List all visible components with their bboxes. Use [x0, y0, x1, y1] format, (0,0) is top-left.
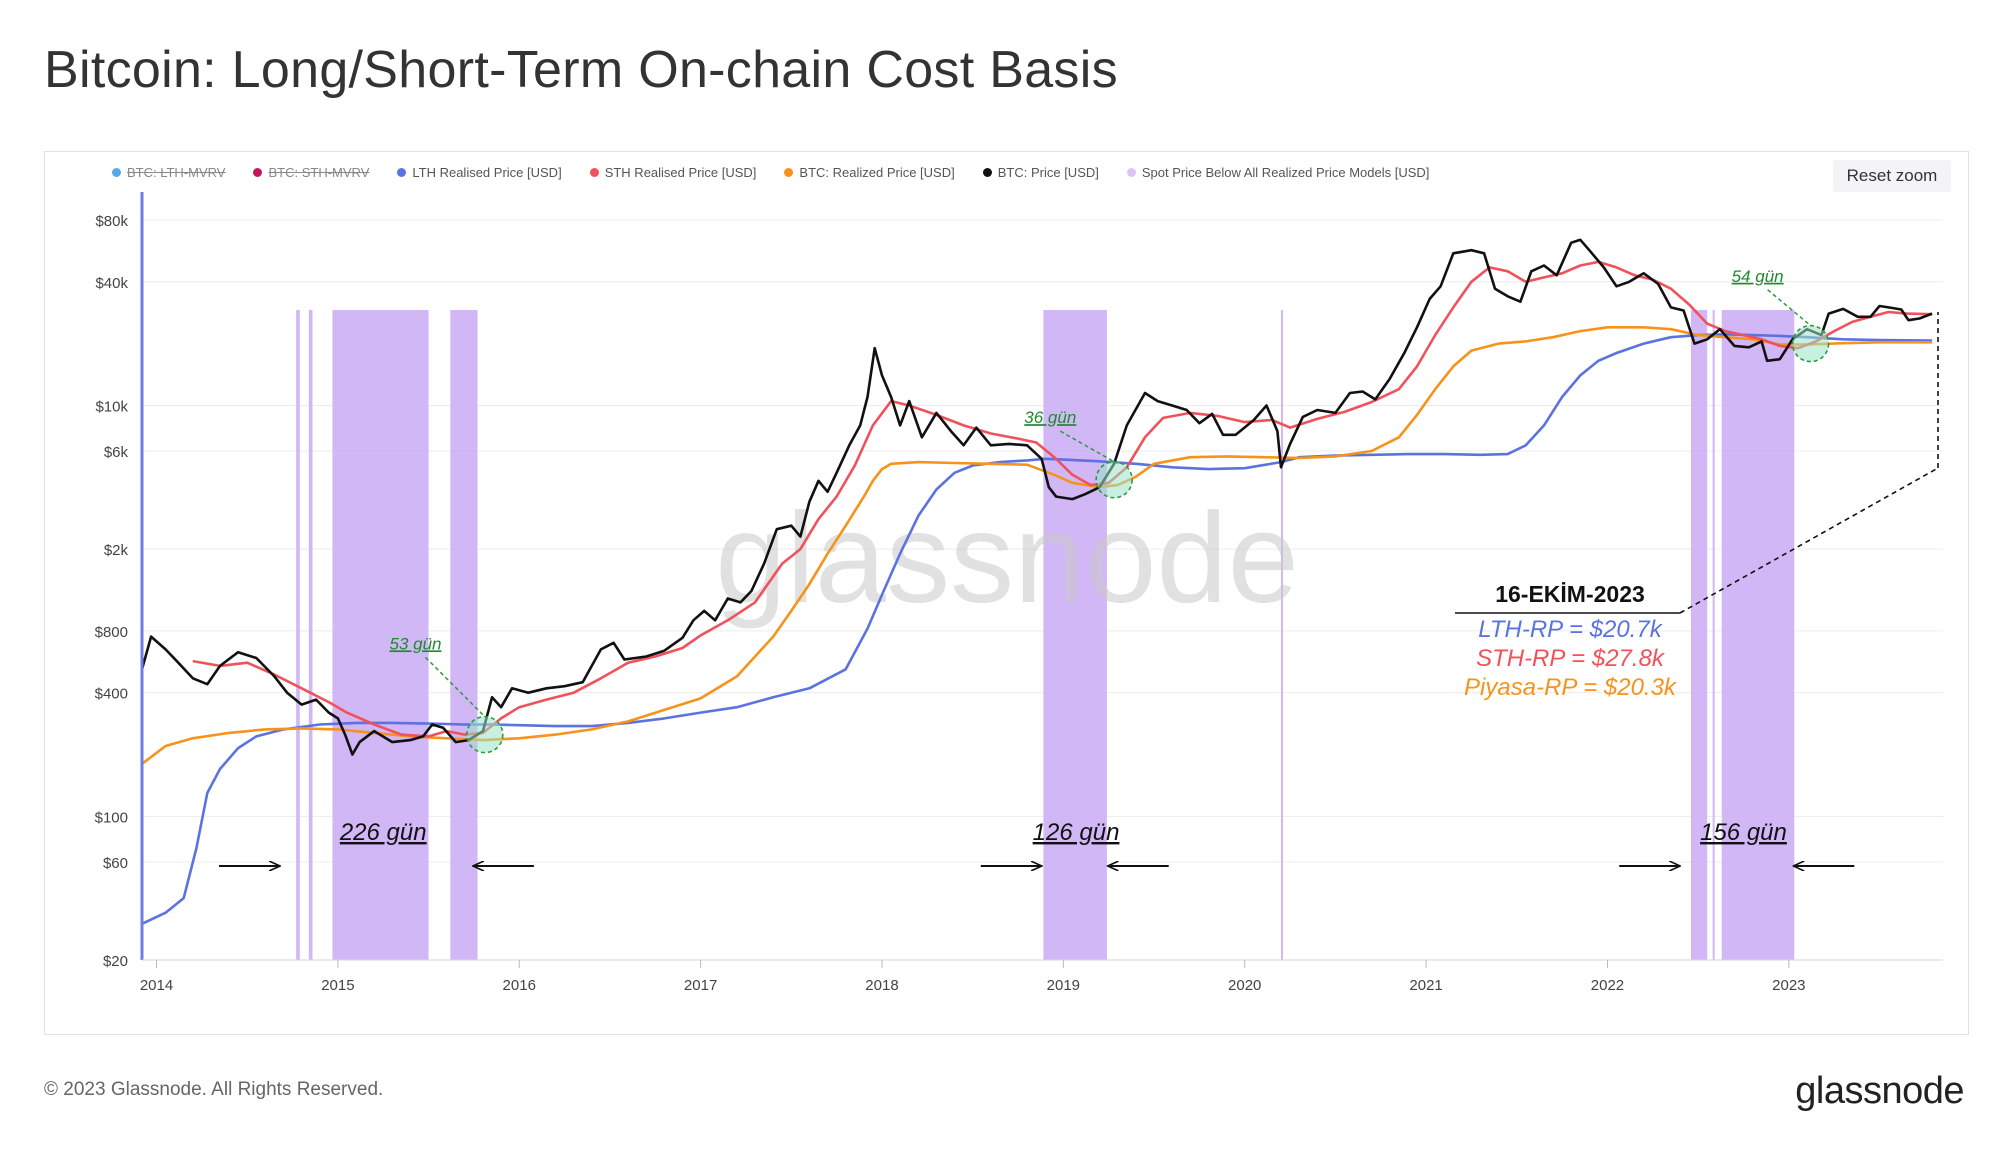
legend-marker-icon [253, 167, 263, 177]
legend-label: Spot Price Below All Realized Price Mode… [1141, 164, 1430, 180]
reset-zoom-button[interactable]: Reset zoom [1833, 160, 1951, 192]
page-title: Bitcoin: Long/Short-Term On-chain Cost B… [44, 41, 1118, 99]
copyright-footer: © 2023 Glassnode. All Rights Reserved. [44, 1079, 384, 1100]
legend-marker-icon [112, 167, 121, 177]
legend-label: STH Realised Price [USD] [604, 164, 757, 180]
legend-label: BTC: Realized Price [USD] [799, 164, 955, 180]
legend-item[interactable]: BTC: LTH-MVRV [112, 165, 225, 180]
legend-item[interactable]: STH Realised Price [USD] [589, 164, 757, 180]
legend-label: BTC: STH-MVRV [268, 164, 370, 180]
legend-item[interactable]: BTC: Realized Price [USD] [784, 164, 955, 180]
brand-logo: glassnode [1795, 1070, 1964, 1112]
legend-marker-icon [1126, 167, 1136, 177]
legend-label: LTH Realised Price [USD] [412, 164, 562, 180]
legend-marker-icon [397, 167, 407, 177]
legend-item[interactable]: Spot Price Below All Realized Price Mode… [1126, 164, 1430, 180]
legend-marker-icon [784, 167, 794, 177]
legend-label: BTC: LTH-MVRV [127, 164, 226, 180]
chart-legend: BTC: LTH-MVRV BTC: STH-MVRV LTH Realised P… [112, 160, 1457, 184]
legend-label: BTC: Price [USD] [997, 164, 1099, 180]
legend-marker-icon [982, 167, 992, 177]
legend-item[interactable]: BTC: STH-MVRV [253, 165, 369, 180]
legend-item[interactable]: BTC: Price [USD] [982, 164, 1099, 180]
chart-frame [44, 151, 1969, 1035]
legend-item[interactable]: LTH Realised Price [USD] [397, 164, 562, 180]
legend-marker-icon [589, 167, 599, 177]
